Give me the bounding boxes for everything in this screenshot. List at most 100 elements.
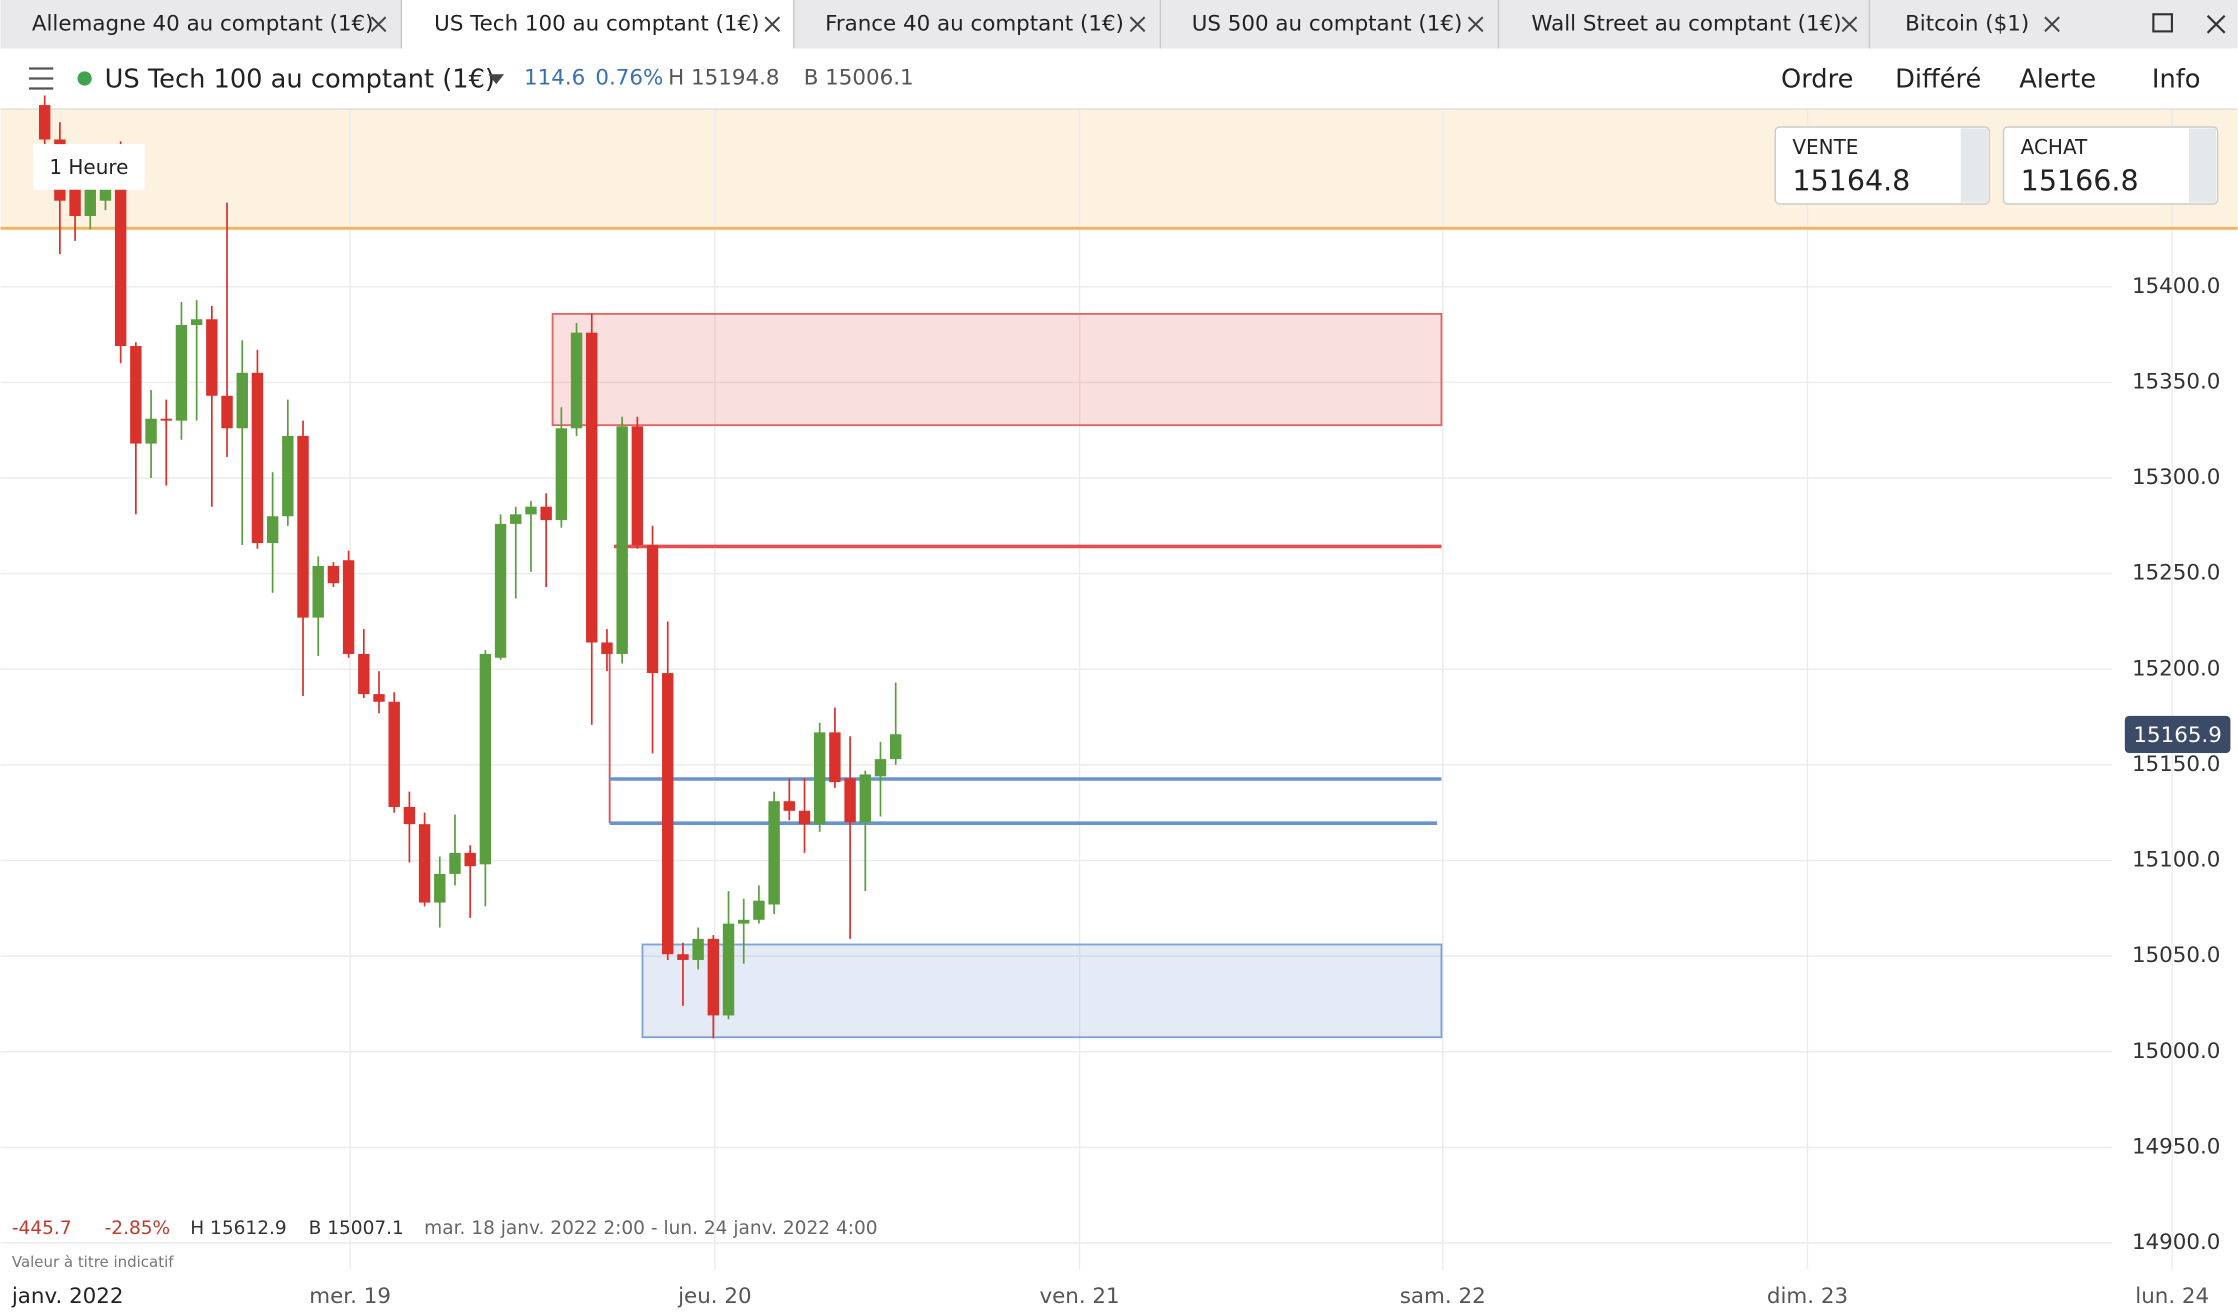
- header-change-pct: 0.76%: [595, 65, 663, 90]
- candle-body: [190, 319, 203, 326]
- x-start-label: janv. 2022: [11, 1284, 124, 1309]
- candle-body: [586, 332, 598, 643]
- candle-body: [510, 514, 522, 524]
- candle-body: [540, 506, 552, 521]
- tab-label[interactable]: France 40 au comptant (1€): [825, 11, 1124, 36]
- candle-body: [145, 418, 157, 444]
- y-tick-label: 15200.0: [2132, 656, 2220, 681]
- footer-low: B 15007.1: [309, 1218, 404, 1239]
- candle-body: [525, 506, 537, 515]
- tab-label[interactable]: Bitcoin ($1): [1905, 11, 2029, 36]
- candle-body: [342, 560, 355, 654]
- candle-body: [813, 732, 826, 825]
- quote-price: 15166.8: [2021, 165, 2139, 198]
- tab-bar: [0, 0, 2238, 49]
- candle-body: [464, 852, 476, 867]
- candle-body: [753, 900, 765, 920]
- candle-body: [175, 325, 188, 421]
- candle-body: [160, 418, 172, 421]
- candle-body: [99, 181, 112, 201]
- x-tick-label: lun. 24: [2135, 1284, 2209, 1309]
- candle-body: [829, 732, 841, 783]
- y-tick-label: 14900.0: [2132, 1230, 2220, 1255]
- menu-icon[interactable]: [28, 67, 54, 90]
- last-price-tag: [2124, 715, 2231, 754]
- y-tick-label: 15000.0: [2132, 1039, 2220, 1064]
- quote-price: 15164.8: [1792, 165, 1910, 198]
- status-dot: [77, 71, 92, 86]
- candle-body: [889, 734, 902, 760]
- tab-close-icon[interactable]: [1129, 16, 1146, 33]
- candle-body: [221, 395, 233, 429]
- dropdown-icon[interactable]: [488, 74, 505, 85]
- zone-blue: [641, 943, 1443, 1039]
- y-tick-label: 15050.0: [2132, 943, 2220, 968]
- header-low: B 15006.1: [804, 65, 914, 90]
- candle-body: [312, 565, 324, 618]
- header-change: 114.6: [524, 65, 585, 90]
- candle-body: [327, 565, 340, 584]
- candle-body: [373, 694, 385, 702]
- plot: [0, 95, 2238, 1270]
- menu-info[interactable]: Info: [2152, 64, 2201, 94]
- tab-close-icon[interactable]: [1467, 16, 1484, 33]
- quote-box-strip: [1960, 128, 1988, 203]
- tab-label[interactable]: US Tech 100 au comptant (1€): [434, 11, 759, 36]
- candle-body: [631, 426, 644, 545]
- x-tick-label: mer. 19: [309, 1284, 391, 1309]
- tab-label[interactable]: Wall Street au comptant (1€): [1531, 11, 1841, 36]
- candle-body: [646, 544, 659, 674]
- candle-body: [388, 701, 400, 807]
- candle-body: [707, 938, 720, 1016]
- quote-label: VENTE: [1792, 135, 1858, 159]
- y-tick-label: 15100.0: [2132, 848, 2220, 873]
- close-window-icon[interactable]: [2206, 14, 2226, 34]
- candle-body: [677, 954, 689, 960]
- candle-body: [282, 435, 294, 517]
- timeframe-label[interactable]: 1 Heure: [49, 155, 128, 179]
- candle-body: [570, 332, 583, 429]
- candle-body: [874, 759, 887, 777]
- y-tick-label: 15300.0: [2132, 465, 2220, 490]
- footer-high: H 15612.9: [190, 1218, 286, 1239]
- tab-close-icon[interactable]: [370, 16, 387, 33]
- x-tick-label: sam. 22: [1400, 1284, 1486, 1309]
- tab-label[interactable]: Allemagne 40 au comptant (1€): [32, 11, 374, 36]
- quote-box-strip: [2189, 128, 2217, 203]
- timeframe-box[interactable]: [33, 144, 145, 190]
- menu-order[interactable]: Ordre: [1781, 64, 1853, 94]
- active-tab: [401, 0, 794, 50]
- candle-body: [555, 428, 568, 521]
- tab-close-icon[interactable]: [2044, 16, 2060, 33]
- menu-deferred[interactable]: Différé: [1895, 64, 1981, 94]
- quote-label: ACHAT: [2021, 135, 2088, 159]
- candle-body: [38, 105, 51, 140]
- candle-body: [662, 673, 674, 955]
- candle-body: [236, 372, 248, 429]
- candle-body: [722, 923, 735, 1016]
- tab-label[interactable]: US 500 au comptant (1€): [1192, 11, 1463, 36]
- x-tick-label: jeu. 20: [677, 1284, 751, 1309]
- maximize-icon[interactable]: [2152, 13, 2173, 33]
- candle-body: [418, 824, 431, 903]
- candle-body: [798, 810, 811, 825]
- tab-close-icon[interactable]: [1841, 16, 1858, 33]
- candle-body: [84, 185, 96, 216]
- candle-body: [494, 523, 507, 658]
- quote-box[interactable]: [2002, 126, 2219, 205]
- candle-body: [449, 852, 461, 874]
- tab-close-icon[interactable]: [764, 16, 781, 33]
- candle-body: [434, 873, 446, 903]
- x-tick-label: ven. 21: [1039, 1284, 1119, 1309]
- candle-body: [738, 919, 750, 924]
- candle-body: [130, 346, 142, 444]
- candle-body: [251, 372, 264, 544]
- menu-alert[interactable]: Alerte: [2019, 64, 2096, 94]
- candle-body: [114, 156, 127, 347]
- instrument-name[interactable]: US Tech 100 au comptant (1€): [105, 64, 495, 94]
- header-high: H 15194.8: [668, 65, 779, 90]
- y-tick-label: 15350.0: [2132, 369, 2220, 394]
- candle-body: [601, 642, 613, 654]
- quote-box[interactable]: [1774, 126, 1991, 205]
